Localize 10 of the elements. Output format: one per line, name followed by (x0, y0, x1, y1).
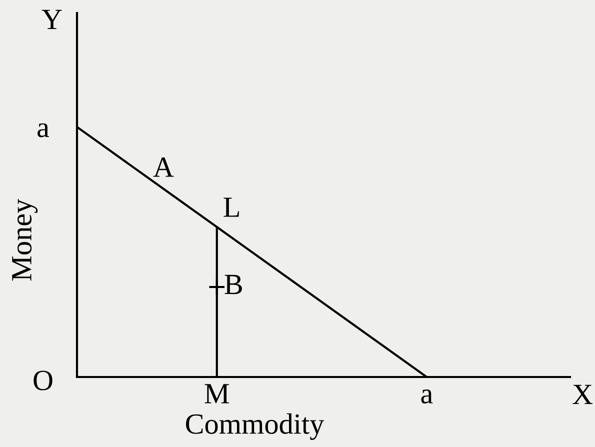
text: a (38, 123, 50, 138)
annotation: B (224, 274, 242, 294)
text: X (572, 384, 593, 404)
x-axis-title: Commodity (186, 413, 324, 440)
x-tick-label: M (204, 384, 229, 404)
annotation: L (224, 198, 239, 217)
annotation: A (153, 158, 174, 177)
text: Y (42, 10, 62, 30)
y-axis-title: Money (12, 198, 38, 281)
text: O (34, 370, 52, 390)
